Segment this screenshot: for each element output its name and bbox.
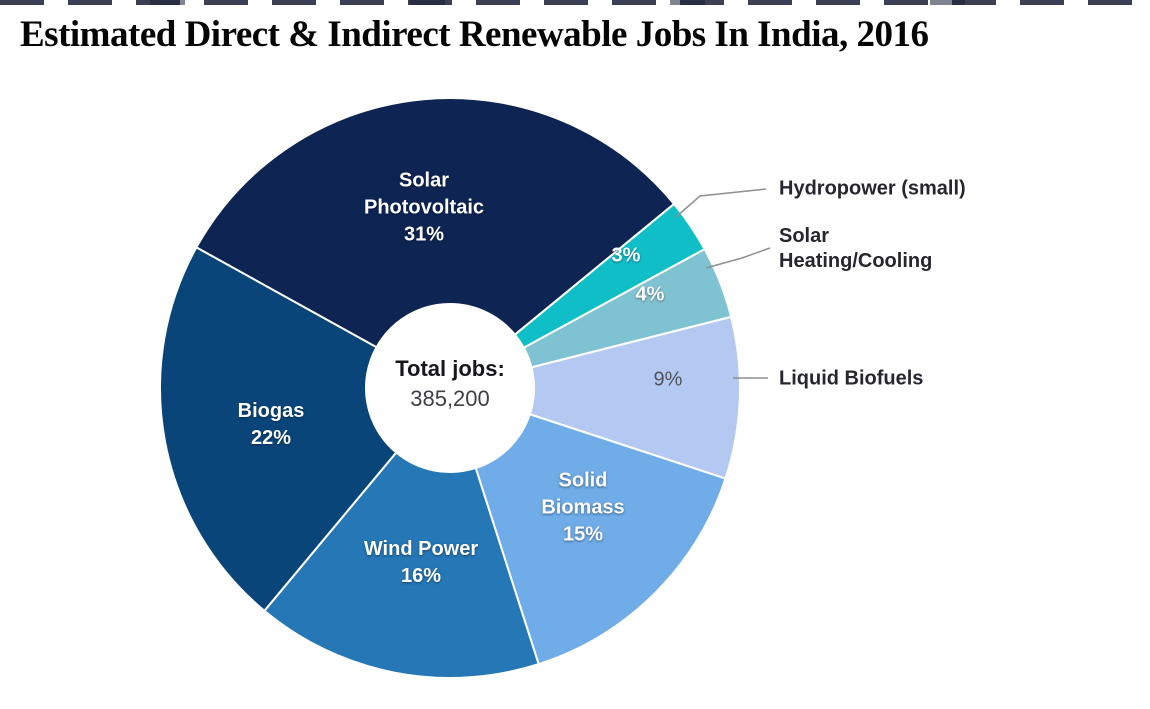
pie-slice-solid-biomass <box>474 413 727 666</box>
hydropower-leader-line <box>675 188 767 218</box>
pie-slices-group <box>159 97 741 679</box>
solar-heating-cooling-leader-line <box>705 247 771 269</box>
pie-slice-wind-power <box>263 451 540 679</box>
pie-slice-liquid-biofuels <box>528 315 741 480</box>
chart-title: Estimated Direct & Indirect Renewable Jo… <box>20 14 929 55</box>
cropped-text-artifact <box>0 0 1150 5</box>
leader-lines-group <box>675 188 771 379</box>
pie-slice-solar-photovoltaic <box>195 97 676 349</box>
pie-slice-biogas <box>159 246 398 612</box>
